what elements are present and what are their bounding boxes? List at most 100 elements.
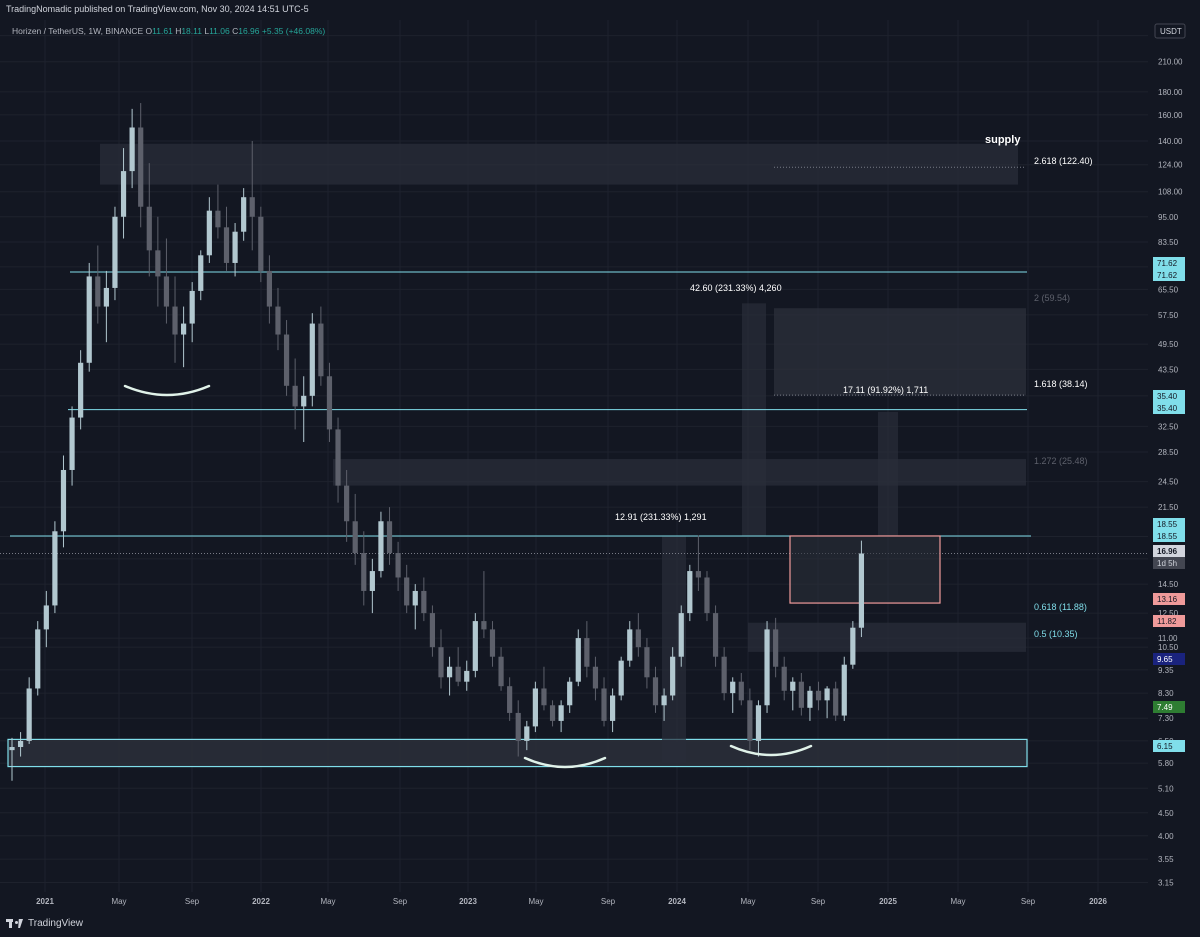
high-value: 18.11 <box>181 26 202 36</box>
price-label-current <box>1153 545 1185 557</box>
candle-body <box>747 700 753 741</box>
candle-body <box>721 656 727 694</box>
candle-body <box>369 571 375 591</box>
price-chart[interactable]: 2.618 (122.40) 2 (59.54) 1.618 (38.14) 1.27… <box>0 20 1200 912</box>
candle-body <box>112 216 118 288</box>
candle-body <box>386 521 393 554</box>
candle-body <box>412 590 418 606</box>
candle-body <box>258 216 264 271</box>
y-tick-label: 5.10 <box>1158 784 1174 793</box>
y-tick-label: 21.50 <box>1158 503 1179 512</box>
candle-body <box>833 688 839 716</box>
candle-body <box>378 521 384 572</box>
candle-body <box>301 395 307 407</box>
candle-body <box>567 681 573 706</box>
fib-label: 0.5 (10.35) <box>1034 629 1078 639</box>
x-tick-label: 2025 <box>879 897 897 906</box>
x-tick-label: 2021 <box>36 897 54 906</box>
candle-body <box>575 638 581 682</box>
candle-body <box>146 206 152 251</box>
candle-body <box>189 290 195 324</box>
y-tick-label: 8.30 <box>1158 689 1174 698</box>
y-tick-label: 95.00 <box>1158 213 1179 222</box>
x-tick-label: Sep <box>185 897 200 906</box>
measure-label: 42.60 (231.33%) 4,260 <box>690 283 782 293</box>
arc-bottom-1 <box>523 756 607 769</box>
candle-body <box>627 629 633 661</box>
y-tick-label: 5.80 <box>1158 759 1174 768</box>
candle-body <box>198 255 204 291</box>
candle-body <box>438 647 444 678</box>
price-axis[interactable] <box>1150 20 1200 912</box>
target-box[interactable] <box>789 535 941 604</box>
x-tick-label: Sep <box>811 897 826 906</box>
currency-label: USDT <box>1160 27 1182 36</box>
y-tick-label: 160.00 <box>1158 111 1183 120</box>
candle-body <box>138 127 144 207</box>
y-tick-label: 9.35 <box>1158 666 1174 675</box>
candle-body <box>687 571 693 614</box>
y-tick-label: 180.00 <box>1158 88 1183 97</box>
price-label-text: 11.82 <box>1157 617 1177 626</box>
price-label-red <box>1153 615 1185 627</box>
change-value: +5.35 (+46.08%) <box>261 26 326 36</box>
y-tick-label: 49.50 <box>1158 340 1179 349</box>
tradingview-logo[interactable]: TradingView <box>6 918 83 929</box>
price-label-navy <box>1153 653 1185 665</box>
measure-label: 12.91 (231.33%) 1,291 <box>615 512 707 522</box>
y-tick-label: 210.00 <box>1158 58 1183 67</box>
candle-body <box>841 664 847 716</box>
x-tick-label: 2022 <box>252 897 270 906</box>
candle-body <box>95 276 101 307</box>
price-label-text: 7.49 <box>1157 703 1173 712</box>
fib-label: 2 (59.54) <box>1034 293 1070 303</box>
price-label-text: 16.96 <box>1157 547 1178 556</box>
candle-body <box>807 690 813 708</box>
candle-body <box>292 385 298 407</box>
candle-body <box>489 629 496 657</box>
candle-body <box>78 362 84 418</box>
x-tick-label: May <box>111 897 126 906</box>
candle-body <box>241 197 247 232</box>
candle-body <box>120 171 127 217</box>
x-tick-label: Sep <box>1021 897 1036 906</box>
price-label-cyan <box>1153 269 1185 281</box>
fib-zone <box>774 308 1026 396</box>
low-value: 11.06 <box>209 26 230 36</box>
candle-body <box>704 577 710 614</box>
price-label-text: 71.62 <box>1157 271 1178 280</box>
candle-body <box>155 250 161 277</box>
price-label-countdown <box>1153 557 1185 569</box>
candle-body <box>17 740 24 748</box>
price-label-cyan <box>1153 518 1185 530</box>
symbol-name: Horizen / TetherUS, 1W, BINANCE <box>12 26 144 36</box>
candle-body <box>404 577 410 606</box>
top-bar: TradingNomadic published on TradingView.… <box>0 0 1200 20</box>
candle-body <box>223 227 230 263</box>
price-label-cyan <box>1153 390 1185 402</box>
published-info: TradingNomadic published on TradingView.… <box>6 4 309 14</box>
candle-body <box>584 638 590 667</box>
currency-badge[interactable] <box>1154 23 1186 39</box>
y-tick-label: 3.15 <box>1158 878 1174 887</box>
candle-body <box>9 747 15 751</box>
measure-band-2 <box>742 303 766 536</box>
candle-body <box>507 686 513 713</box>
zone-2 <box>748 622 1026 652</box>
candle-body <box>275 306 281 335</box>
candle-body <box>738 681 744 701</box>
candle-body <box>798 681 804 708</box>
measure-label: 17.11 (91.92%) 1,711 <box>843 385 928 395</box>
y-tick-label: 4.50 <box>1158 809 1174 818</box>
fib-label: 0.618 (11.88) <box>1034 602 1087 612</box>
candle-body <box>421 590 427 614</box>
price-label-cyan <box>1153 257 1185 269</box>
price-label-cyan <box>1153 740 1185 752</box>
measure-band-3 <box>878 411 898 536</box>
candle-body <box>455 666 461 682</box>
close-value: 16.96 <box>238 26 260 36</box>
candle-body <box>52 531 58 606</box>
candle-body <box>712 613 719 657</box>
candle-body <box>524 726 530 741</box>
candle-body <box>69 417 75 470</box>
